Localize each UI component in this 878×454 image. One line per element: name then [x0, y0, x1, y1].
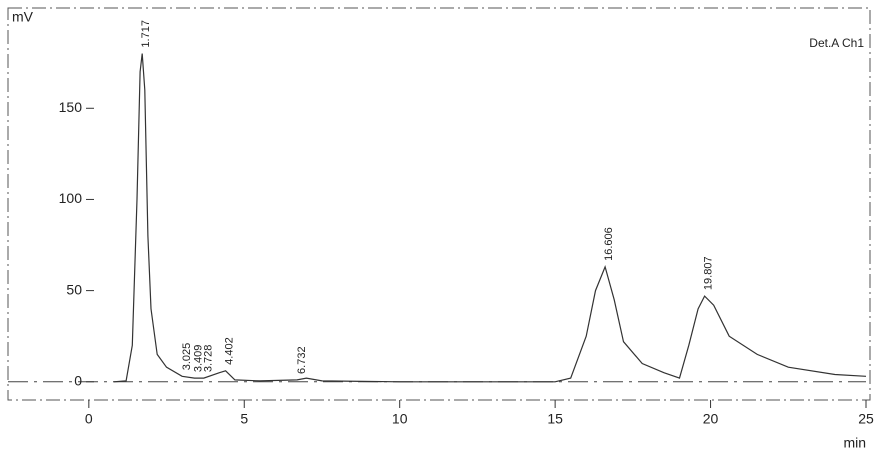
- y-tick-label: 0: [74, 372, 82, 388]
- x-tick-label: 0: [85, 411, 93, 427]
- y-tick-label: 50: [66, 281, 82, 297]
- y-axis-label: mV: [12, 9, 34, 25]
- x-tick-label: 20: [703, 411, 719, 427]
- peak-label: 19.807: [702, 256, 714, 290]
- x-tick-label: 25: [858, 411, 874, 427]
- detector-label: Det.A Ch1: [809, 36, 864, 50]
- page: {"chart_data": {"type": "line", "y_label…: [0, 0, 878, 449]
- peak-label: 6.732: [296, 346, 308, 374]
- peak-label: 1.717: [140, 20, 152, 48]
- chromatogram-trace: [114, 54, 866, 382]
- x-axis-label: min: [843, 435, 866, 449]
- x-tick-label: 15: [547, 411, 563, 427]
- y-tick-label: 150: [59, 99, 83, 115]
- peak-label: 3.728: [203, 345, 215, 373]
- chart: mV min Det.A Ch1 0 50 100 150 0 5 10 15 20 25 1.71…: [0, 0, 878, 449]
- peak-label: 16.606: [603, 227, 615, 261]
- y-tick-label: 100: [59, 190, 83, 206]
- x-tick-label: 10: [392, 411, 408, 427]
- peak-label: 3.025: [181, 343, 193, 371]
- x-tick-label: 5: [240, 411, 248, 427]
- peak-label: 4.402: [224, 337, 236, 365]
